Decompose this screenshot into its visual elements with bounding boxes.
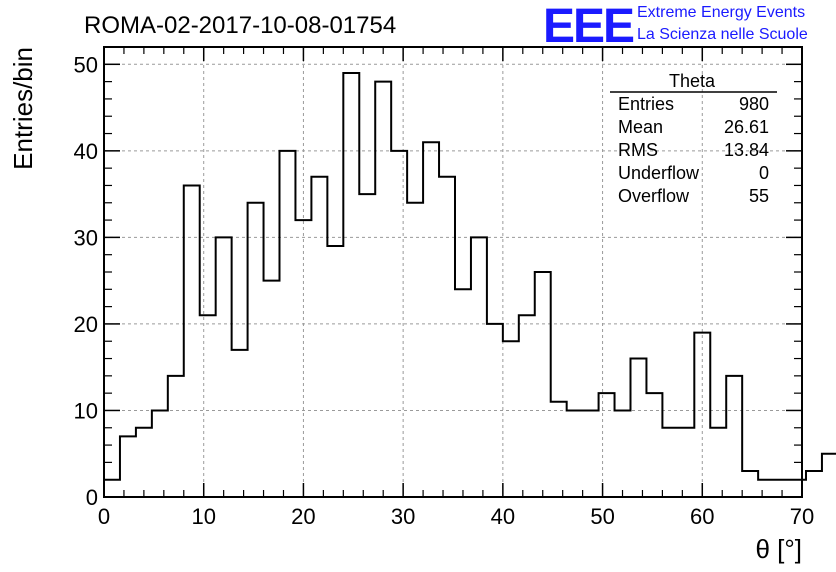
y-tick-label: 40	[74, 139, 98, 164]
stats-rows: Entries 980 Mean 26.61 RMS 13.84 Underflow 0 Ove…	[618, 94, 769, 206]
x-tick-label: 60	[690, 504, 714, 529]
eee-logo: EEE Extreme Energy Events La Scienza nel…	[543, 0, 808, 53]
logo-line-2: La Scienza nelle Scuole	[637, 26, 808, 43]
stats-row-value: 0	[759, 163, 769, 183]
stats-row-label: RMS	[618, 140, 658, 160]
stats-row-label: Overflow	[618, 186, 690, 206]
stats-row-value: 55	[749, 186, 769, 206]
x-tick-label: 10	[191, 504, 215, 529]
stats-box: Theta Entries 980 Mean 26.61 RMS 13.84 Underfl…	[610, 71, 777, 206]
grid-lines	[104, 47, 802, 497]
x-tick-label: 20	[291, 504, 315, 529]
logo-line-1: Extreme Energy Events	[637, 4, 805, 21]
y-tick-label: 30	[74, 225, 98, 250]
x-tick-label: 30	[391, 504, 415, 529]
x-axis-label: θ [°]	[755, 534, 802, 564]
stats-box-name: Theta	[669, 71, 716, 91]
logo-mark: EEE	[543, 0, 634, 53]
stats-row-value: 26.61	[724, 117, 769, 137]
plot-frame	[103, 46, 803, 498]
stats-row-value: 13.84	[724, 140, 769, 160]
stats-row-label: Mean	[618, 117, 663, 137]
stats-row-label: Entries	[618, 94, 674, 114]
y-tick-label: 0	[86, 485, 98, 510]
chart-title: ROMA-02-2017-10-08-01754	[84, 12, 396, 39]
histogram-series	[104, 71, 836, 481]
stats-row-value: 980	[739, 94, 769, 114]
x-tick-labels: 0 10 20 30 40 50 60 70	[98, 504, 814, 529]
stats-row-label: Underflow	[618, 163, 700, 183]
y-tick-label: 50	[74, 52, 98, 77]
y-tick-labels: 0 10 20 30 40 50	[74, 52, 98, 510]
x-tick-label: 40	[491, 504, 515, 529]
x-tick-label: 70	[790, 504, 814, 529]
y-tick-label: 10	[74, 398, 98, 423]
x-tick-label: 0	[98, 504, 110, 529]
y-tick-label: 20	[74, 312, 98, 337]
axis-ticks	[103, 47, 803, 498]
y-axis-label: Entries/bin	[8, 47, 38, 170]
x-tick-label: 50	[590, 504, 614, 529]
